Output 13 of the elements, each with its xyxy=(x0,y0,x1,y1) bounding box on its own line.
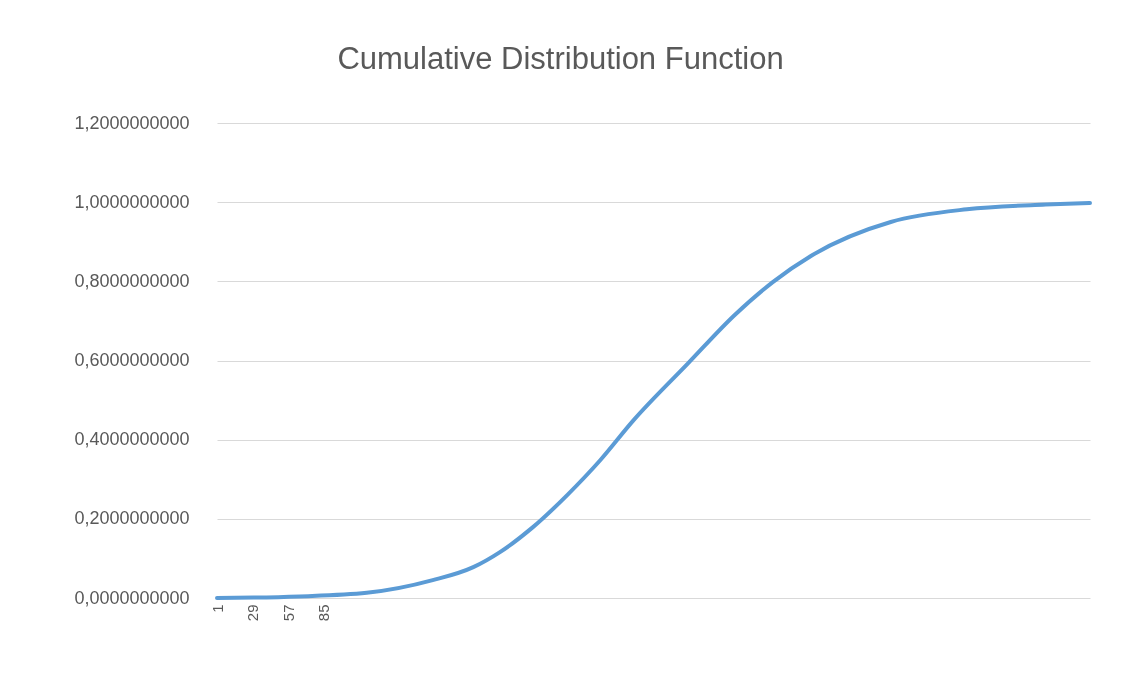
chart-title: Cumulative Distribution Function xyxy=(337,41,784,76)
y-tick-label: 1,2000000000 xyxy=(74,112,190,133)
y-tick-label: 0,2000000000 xyxy=(74,508,190,529)
y-tick-label: 0,0000000000 xyxy=(74,587,190,608)
line-series xyxy=(215,200,1092,600)
x-tick-label: 1 xyxy=(208,604,226,613)
x-tick-label: 29 xyxy=(244,604,262,622)
x-tick-label: 85 xyxy=(315,604,333,622)
y-tick-label: 1,0000000000 xyxy=(74,191,190,212)
y-tick-label: 0,8000000000 xyxy=(74,270,190,291)
y-tick-label: 0,6000000000 xyxy=(74,350,190,370)
y-tick-label: 0,4000000000 xyxy=(74,429,190,450)
x-tick-label: 57 xyxy=(279,604,297,622)
